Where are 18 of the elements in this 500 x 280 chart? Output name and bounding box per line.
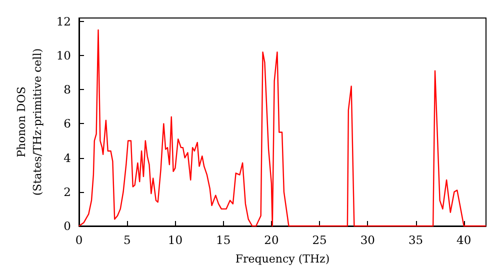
x-tick-label: 35	[408, 233, 424, 247]
y-axis-title: Phonon DOS (States/THz·primitive cell)	[14, 48, 44, 196]
x-tick-label: 25	[312, 233, 327, 247]
y-tick-label: 2	[64, 184, 71, 199]
x-tick-label: 5	[123, 233, 131, 247]
x-tick-label: 10	[168, 233, 183, 247]
y-tick-label: 10	[56, 48, 71, 63]
y-tick-label: 8	[64, 82, 71, 97]
x-tick-label: 20	[264, 233, 279, 247]
x-axis-title: Frequency (THz)	[235, 252, 330, 266]
x-tick-label: 40	[456, 233, 472, 247]
y-tick-label: 12	[56, 14, 71, 28]
x-tick-label: 0	[75, 233, 83, 247]
y-tick-label: 0	[64, 219, 71, 233]
y-tick-label: 6	[64, 116, 71, 131]
x-tick-label: 30	[360, 233, 375, 247]
x-tick-label: 15	[216, 233, 231, 247]
y-tick-label: 4	[64, 150, 71, 165]
